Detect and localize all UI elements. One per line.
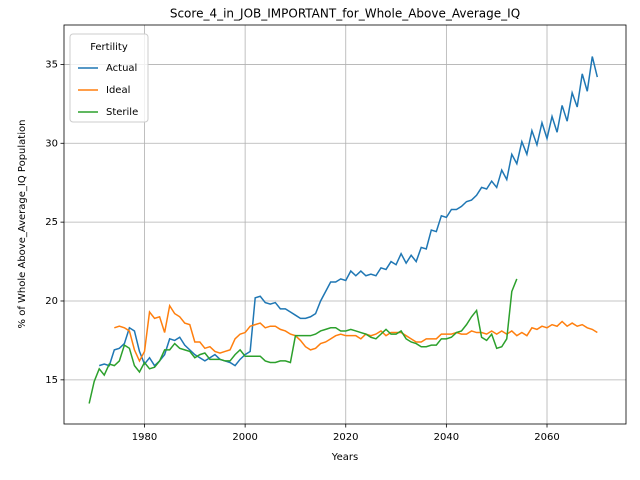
y-tick-label: 20	[45, 296, 58, 307]
legend-label: Ideal	[106, 85, 130, 96]
data-line	[98, 56, 599, 367]
x-tick-label: 2020	[333, 432, 358, 443]
x-tick-label: 1980	[132, 432, 157, 443]
y-tick-label: 35	[45, 59, 58, 70]
legend-box	[69, 33, 149, 123]
plot-frame	[63, 24, 627, 425]
y-tick-label: 25	[45, 217, 58, 228]
chart-title: Score_4_in_JOB_IMPORTANT_for_Whole_Above…	[170, 7, 520, 21]
legend-label: Sterile	[106, 107, 138, 118]
data-line	[114, 303, 598, 363]
legend-label: Actual	[106, 63, 137, 74]
legend-title: Fertility	[90, 42, 128, 53]
y-axis-label: % of Whole Above_Average_IQ Population	[17, 120, 28, 329]
x-tick-label: 2000	[232, 432, 257, 443]
y-tick-label: 30	[45, 138, 58, 149]
data-line	[88, 278, 518, 404]
x-tick-label: 2040	[434, 432, 459, 443]
x-axis-label: Years	[331, 452, 358, 463]
y-tick-label: 15	[45, 375, 58, 386]
x-tick-label: 2060	[534, 432, 559, 443]
